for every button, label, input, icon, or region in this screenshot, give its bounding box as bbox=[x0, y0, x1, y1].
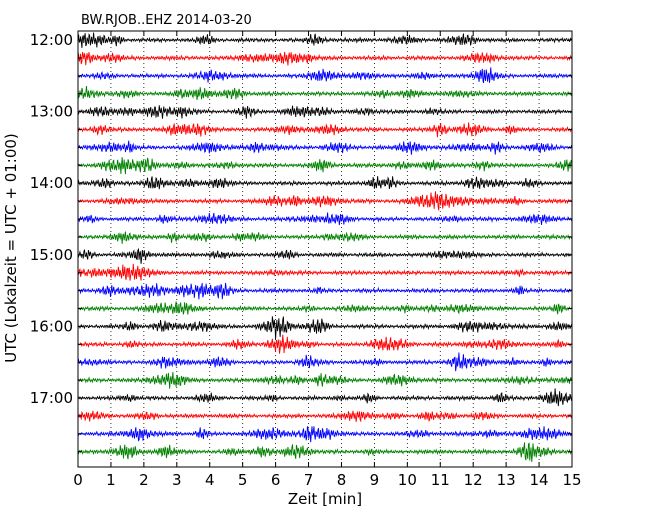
x-tick-label: 12 bbox=[464, 471, 483, 489]
y-axis-label: UTC (Lokalzeit = UTC + 01:00) bbox=[2, 133, 20, 363]
trace-line bbox=[77, 247, 573, 264]
x-tick-label: 11 bbox=[431, 471, 450, 489]
trace-line bbox=[77, 32, 573, 48]
x-tick-label: 6 bbox=[271, 471, 281, 489]
trace-line bbox=[77, 67, 573, 84]
trace-line bbox=[77, 176, 573, 190]
trace-line bbox=[77, 371, 573, 389]
trace-line bbox=[77, 191, 573, 211]
x-tick-label: 9 bbox=[370, 471, 380, 489]
trace-line bbox=[77, 263, 573, 281]
trace-line bbox=[77, 426, 573, 443]
x-tick-label: 15 bbox=[562, 471, 581, 489]
trace-line bbox=[77, 301, 573, 315]
trace-line bbox=[77, 388, 573, 407]
trace-line bbox=[77, 410, 573, 423]
x-tick-label: 4 bbox=[205, 471, 215, 489]
axis-ticks: 0 1 2 3 4 5 6 7 8 9 10 11 12 13 14 1512:0013:0014:0015:… bbox=[30, 31, 582, 489]
x-tick-label: 14 bbox=[530, 471, 549, 489]
trace-line bbox=[77, 442, 573, 462]
x-axis-label: Zeit [min] bbox=[288, 490, 362, 508]
y-tick-label: 14:00 bbox=[30, 174, 73, 192]
trace-line bbox=[77, 334, 573, 354]
trace-line bbox=[77, 122, 573, 138]
x-tick-label: 5 bbox=[238, 471, 248, 489]
y-tick-label: 16:00 bbox=[30, 317, 73, 335]
trace-line bbox=[77, 105, 573, 119]
trace-line bbox=[77, 51, 573, 66]
x-tick-label: 0 bbox=[73, 471, 83, 489]
x-tick-label: 13 bbox=[497, 471, 516, 489]
x-tick-label: 10 bbox=[398, 471, 417, 489]
plot-frame bbox=[77, 30, 573, 468]
x-tick-label: 8 bbox=[337, 471, 347, 489]
y-tick-label: 12:00 bbox=[30, 31, 73, 49]
trace-line bbox=[77, 85, 573, 101]
x-tick-label: 7 bbox=[304, 471, 314, 489]
chart-title: BW.RJOB..EHZ 2014-03-20 bbox=[81, 13, 252, 28]
trace-line bbox=[77, 316, 573, 340]
x-tick-label: 3 bbox=[172, 471, 182, 489]
trace-line bbox=[77, 157, 573, 175]
y-tick-label: 15:00 bbox=[30, 246, 73, 264]
grid-lines bbox=[110, 31, 540, 467]
trace-line bbox=[77, 212, 573, 226]
y-tick-label: 13:00 bbox=[30, 103, 73, 121]
x-tick-label: 1 bbox=[106, 471, 116, 489]
x-tick-label: 2 bbox=[139, 471, 149, 489]
trace-line bbox=[77, 231, 573, 244]
trace-line bbox=[77, 140, 573, 155]
y-tick-label: 17:00 bbox=[30, 389, 73, 407]
trace-line bbox=[77, 352, 573, 372]
trace-line bbox=[77, 282, 573, 300]
seismogram-traces bbox=[77, 32, 573, 462]
